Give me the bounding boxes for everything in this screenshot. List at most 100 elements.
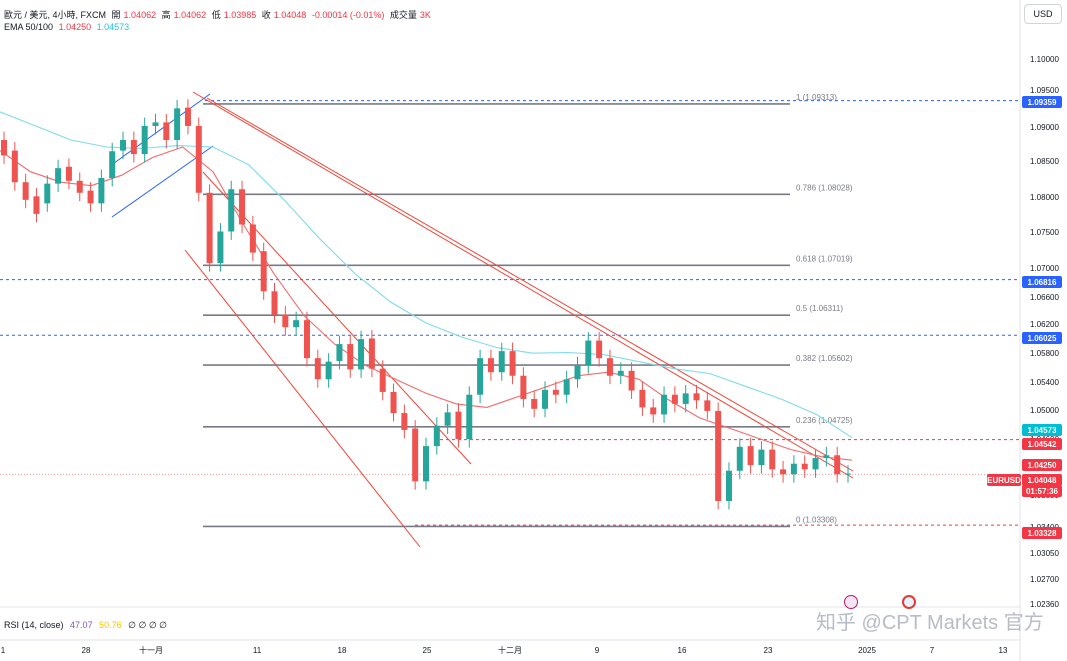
ema-label: EMA 50/100 bbox=[4, 22, 54, 32]
candle-body bbox=[433, 425, 440, 447]
candle-body bbox=[336, 344, 343, 361]
y-tick-label: 1.10000 bbox=[1030, 55, 1059, 64]
x-tick-label: 十一月 bbox=[139, 645, 163, 655]
x-tick-label: 16 bbox=[678, 646, 687, 655]
candle-body bbox=[401, 413, 408, 430]
fib-level-label: 0.618 (1.07019) bbox=[796, 254, 853, 263]
y-tick-label: 1.02360 bbox=[1030, 600, 1059, 609]
close-value: 1.04048 bbox=[273, 10, 307, 20]
volume-value: 3K bbox=[419, 10, 431, 20]
price-badge bbox=[1022, 459, 1062, 471]
rsi-legend[interactable]: RSI (14, close) 47.07 50.76 ∅ ∅ ∅ ∅ bbox=[4, 620, 171, 631]
price-badge bbox=[987, 474, 1021, 486]
candle-body bbox=[704, 400, 711, 411]
currency-button[interactable]: USD bbox=[1024, 4, 1062, 24]
symbol-info: 歐元 / 美元, 4小時, FXCM 開 1.04062 高 1.04062 低 1.… bbox=[4, 8, 434, 21]
x-tick-label: 28 bbox=[82, 646, 91, 655]
candle-body bbox=[812, 458, 819, 470]
x-tick-label: 23 bbox=[764, 646, 773, 655]
candle-body bbox=[379, 368, 386, 392]
price-badge-text: EURUSD bbox=[987, 476, 1021, 485]
low-label: 低 bbox=[211, 10, 221, 20]
volume-label: 成交量 bbox=[389, 10, 417, 20]
candle-body bbox=[639, 389, 646, 408]
price-badge-text: 1.04048 bbox=[1028, 476, 1057, 485]
y-tick-label: 1.09500 bbox=[1030, 86, 1059, 95]
price-badge bbox=[1022, 96, 1062, 108]
candle-body bbox=[260, 251, 267, 292]
trend-line bbox=[202, 171, 472, 465]
candle-body bbox=[314, 358, 321, 380]
y-tick-label: 1.05400 bbox=[1030, 378, 1059, 387]
fib-level-label: 1 (1.09313) bbox=[796, 93, 837, 102]
price-badge-text: 1.06816 bbox=[1028, 278, 1057, 287]
candle-body bbox=[282, 314, 289, 328]
candle-body bbox=[758, 449, 765, 466]
flag-icon bbox=[902, 595, 916, 609]
candle-body bbox=[725, 470, 732, 502]
candle-body bbox=[487, 358, 494, 373]
x-tick-label: 1 bbox=[1, 646, 6, 655]
rsi-placeholders: ∅ ∅ ∅ ∅ bbox=[128, 620, 168, 630]
x-tick-label: 13 bbox=[999, 646, 1008, 655]
rsi-ma-value: 50.76 bbox=[99, 620, 122, 630]
logo-icon bbox=[844, 595, 858, 609]
price-badge-text: 1.04542 bbox=[1028, 440, 1057, 449]
candle-body bbox=[661, 394, 668, 415]
candle-body bbox=[542, 389, 549, 409]
y-tick-label: 1.07000 bbox=[1030, 264, 1059, 273]
candle-body bbox=[455, 411, 462, 440]
candle-body bbox=[98, 178, 105, 204]
candle-body bbox=[423, 446, 429, 482]
ema-legend[interactable]: EMA 50/100 1.04250 1.04573 bbox=[4, 22, 132, 32]
fib-level-label: 0.382 (1.05602) bbox=[796, 354, 853, 363]
x-tick-label: 25 bbox=[423, 646, 432, 655]
candle-body bbox=[801, 463, 808, 470]
candle-body bbox=[195, 125, 202, 193]
price-badge-text: 1.04573 bbox=[1028, 426, 1057, 435]
candle-body bbox=[1, 140, 7, 156]
price-badge bbox=[1022, 332, 1062, 344]
candle-body bbox=[412, 428, 419, 482]
x-tick-label: 9 bbox=[595, 646, 600, 655]
low-value: 1.03985 bbox=[223, 10, 257, 20]
candle-body bbox=[239, 189, 246, 225]
x-tick-label: 18 bbox=[338, 646, 347, 655]
y-tick-label: 1.03050 bbox=[1030, 549, 1059, 558]
y-tick-label: 1.07500 bbox=[1030, 228, 1059, 237]
candle-body bbox=[33, 196, 40, 214]
y-tick-label: 1.06600 bbox=[1030, 293, 1059, 302]
price-badge-text: 1.03328 bbox=[1028, 529, 1057, 538]
candles-group bbox=[1, 99, 851, 510]
candle-body bbox=[44, 183, 51, 204]
candle-body bbox=[22, 182, 29, 200]
candle-body bbox=[174, 108, 181, 141]
price-badge-text: 1.04250 bbox=[1028, 461, 1057, 470]
close-label: 收 bbox=[261, 10, 271, 20]
candle-body bbox=[390, 391, 397, 414]
x-tick-label: 7 bbox=[930, 646, 935, 655]
candle-body bbox=[552, 389, 559, 395]
trend-line bbox=[206, 97, 854, 472]
change-value: -0.00014 (-0.01%) bbox=[311, 10, 385, 20]
candle-body bbox=[769, 449, 776, 470]
ema50-value: 1.04250 bbox=[58, 22, 92, 32]
y-tick-label: 1.05000 bbox=[1030, 406, 1059, 415]
ema100-value: 1.04573 bbox=[96, 22, 130, 32]
y-tick-label: 1.08500 bbox=[1030, 157, 1059, 166]
y-tick-label: 1.09000 bbox=[1030, 123, 1059, 132]
open-value: 1.04062 bbox=[123, 10, 157, 20]
price-badge bbox=[1022, 438, 1062, 450]
candle-body bbox=[834, 455, 841, 475]
candle-body bbox=[358, 339, 365, 370]
candle-body bbox=[271, 291, 278, 315]
candle-body bbox=[628, 370, 635, 391]
candle-body bbox=[823, 455, 830, 459]
y-tick-label: 1.08000 bbox=[1030, 193, 1059, 202]
candle-body bbox=[790, 463, 797, 475]
symbol-name[interactable]: 歐元 / 美元, 4小時, FXCM bbox=[4, 10, 107, 20]
candle-body bbox=[715, 410, 722, 502]
candle-body bbox=[780, 469, 787, 475]
candle-body bbox=[347, 344, 354, 370]
